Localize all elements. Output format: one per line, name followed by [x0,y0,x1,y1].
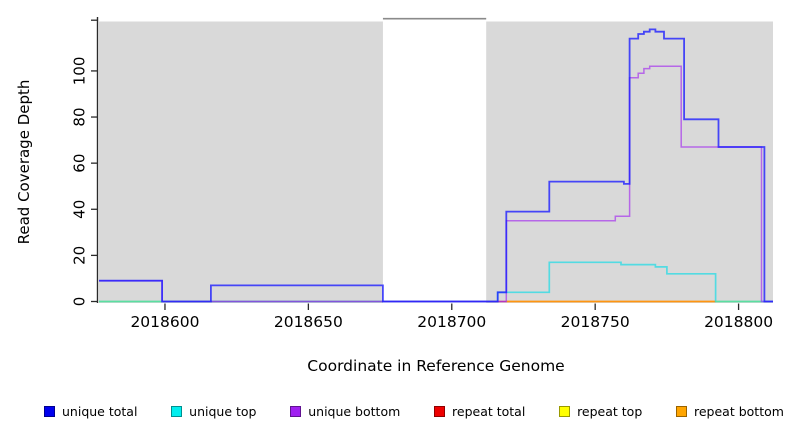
legend-label: unique top [189,403,257,419]
legend-label: unique bottom [308,403,401,419]
y-tick-label: 20 [71,246,89,265]
legend-item-repeat-total: repeat total [434,404,525,419]
y-tick-label: 40 [71,200,89,219]
legend-label: unique total [62,403,138,419]
legend-item-repeat-bottom: repeat bottom [676,404,784,419]
legend-item-unique-top: unique top [171,404,256,419]
legend-swatch-icon [676,405,687,417]
legend-label: repeat total [452,403,526,419]
x-axis-title: Coordinate in Reference Genome [307,357,565,375]
legend-label: repeat top [577,403,643,419]
y-tick-label: 100 [71,57,89,86]
legend-swatch-icon [171,405,183,417]
masked-region [382,21,487,303]
legend-swatch-icon [434,405,446,417]
legend-label: repeat bottom [694,403,784,419]
legend-item-unique-bottom: unique bottom [290,404,400,419]
legend-swatch-icon [559,405,571,417]
x-tick-label: 2018700 [417,313,486,331]
x-tick-label: 2018750 [561,313,630,331]
y-axis-title: Read Coverage Depth [15,79,33,245]
legend-swatch-icon [290,405,302,417]
series-unique-total [99,28,773,303]
legend-item-repeat-top: repeat top [559,404,642,419]
chart-legend: unique total unique top unique bottom repea… [44,400,784,422]
legend-item-unique-total: unique total [44,404,137,419]
x-tick-label: 2018650 [274,313,343,331]
y-tick-label: 80 [71,107,89,126]
legend-swatch-icon [44,405,55,417]
y-tick-label: 60 [71,154,89,173]
x-tick-label: 2018800 [704,313,773,331]
y-tick-label: 0 [71,297,89,307]
x-tick-label: 2018600 [130,313,199,331]
